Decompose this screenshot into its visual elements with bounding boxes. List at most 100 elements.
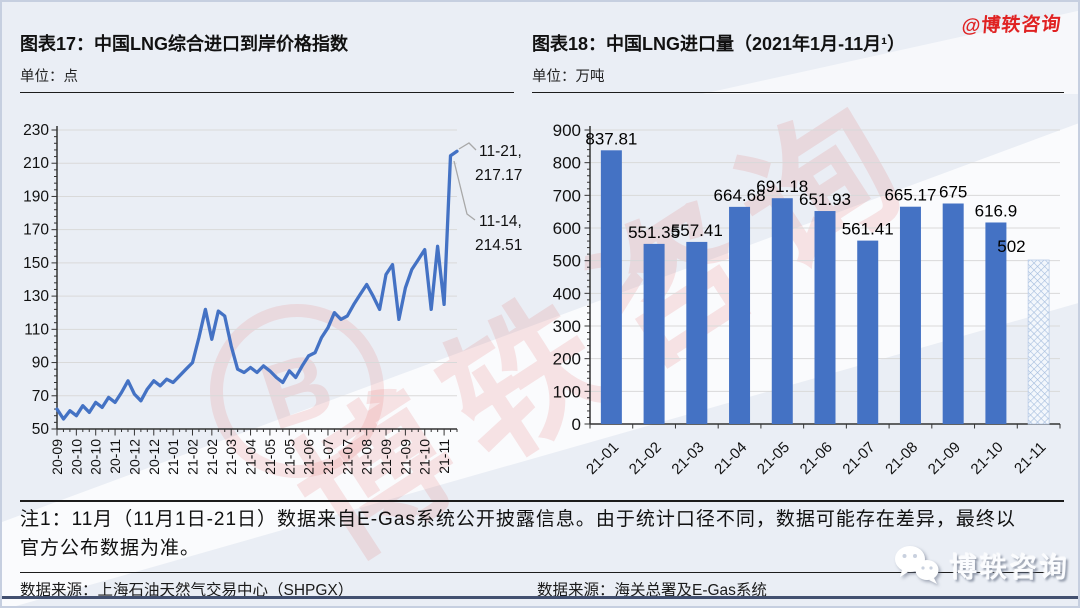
line-chart-gridlines <box>57 129 457 430</box>
svg-text:100: 100 <box>553 382 581 401</box>
svg-text:21-04: 21-04 <box>243 439 259 475</box>
svg-text:21-08: 21-08 <box>359 439 375 475</box>
line-chart-axes <box>51 126 458 436</box>
svg-text:500: 500 <box>553 252 581 271</box>
wechat-icon <box>895 546 939 584</box>
svg-text:21-03: 21-03 <box>223 439 239 475</box>
right-header-rule <box>532 92 1064 93</box>
bar-21-02 <box>643 243 665 424</box>
svg-text:110: 110 <box>24 321 49 338</box>
bar-21-05 <box>771 198 793 424</box>
bar-21-03 <box>686 241 708 424</box>
right-chart-title: 图表18：中国LNG进口量（2021年1月-11月¹） <box>532 34 906 54</box>
wechat-badge-label: 博轶咨询 <box>950 552 1070 583</box>
wechat-badge: 博轶咨询 <box>892 544 1070 586</box>
svg-text:664.68: 664.68 <box>714 186 766 205</box>
svg-text:21-05: 21-05 <box>754 439 793 478</box>
svg-text:21-01: 21-01 <box>165 439 181 475</box>
svg-text:400: 400 <box>553 284 581 303</box>
svg-text:70: 70 <box>32 388 50 405</box>
bar-21-01 <box>600 150 622 424</box>
svg-text:217.17: 217.17 <box>475 167 522 184</box>
svg-text:502: 502 <box>997 237 1025 256</box>
svg-text:21-02: 21-02 <box>184 439 200 475</box>
svg-text:651.93: 651.93 <box>799 190 851 209</box>
svg-text:200: 200 <box>553 350 581 369</box>
svg-text:837.81: 837.81 <box>585 129 637 148</box>
svg-text:20-10: 20-10 <box>68 439 84 475</box>
svg-text:21-02: 21-02 <box>204 439 220 475</box>
svg-text:21-09: 21-09 <box>397 439 413 475</box>
svg-text:551.35: 551.35 <box>628 223 680 242</box>
bar-21-09 <box>942 203 964 424</box>
svg-text:557.41: 557.41 <box>671 221 723 240</box>
svg-text:170: 170 <box>23 222 49 239</box>
svg-text:21-05: 21-05 <box>262 439 278 475</box>
source-left: 数据来源：上海石油天然气交易中心（SHPGX） <box>20 582 354 599</box>
svg-text:21-01: 21-01 <box>583 439 622 478</box>
note-top-rule <box>20 500 1064 502</box>
svg-text:20-12: 20-12 <box>126 439 142 475</box>
bottom-border-line <box>2 596 1078 599</box>
svg-text:616.9: 616.9 <box>975 201 1018 220</box>
bar-21-04 <box>729 206 751 424</box>
svg-text:300: 300 <box>553 317 581 336</box>
svg-text:21-02: 21-02 <box>626 439 665 478</box>
svg-text:11-21,: 11-21, <box>479 143 522 160</box>
svg-text:20-09: 20-09 <box>49 439 65 475</box>
svg-text:21-11: 21-11 <box>1011 439 1049 477</box>
svg-text:21-10: 21-10 <box>417 439 433 475</box>
svg-text:130: 130 <box>23 288 49 305</box>
svg-text:20-11: 20-11 <box>107 439 123 474</box>
price-index-series-line <box>55 149 459 421</box>
left-chart-unit: 单位：点 <box>20 69 78 85</box>
svg-text:21-04: 21-04 <box>711 439 750 478</box>
svg-text:50: 50 <box>32 421 50 438</box>
source-right: 数据来源：海关总署及E-Gas系统 <box>537 582 767 599</box>
svg-text:21-07: 21-07 <box>839 439 878 478</box>
svg-text:561.41: 561.41 <box>842 220 894 239</box>
svg-text:21-06: 21-06 <box>301 439 317 475</box>
footnote: 注1：11月（11月1日-21日）数据来自E-Gas系统公开披露信息。由于统计口… <box>20 509 1016 559</box>
svg-text:214.51: 214.51 <box>475 237 522 254</box>
svg-text:21-05: 21-05 <box>281 439 297 475</box>
right-chart-unit: 单位：万吨 <box>532 69 605 85</box>
bar-21-06 <box>814 211 836 424</box>
svg-text:150: 150 <box>23 255 49 272</box>
svg-text:21-06: 21-06 <box>797 439 836 478</box>
left-header-rule <box>20 92 514 93</box>
bar-21-07 <box>857 240 879 424</box>
left-chart-title: 图表17：中国LNG综合进口到岸价格指数 <box>20 34 349 54</box>
svg-text:700: 700 <box>553 186 581 205</box>
svg-text:21-11: 21-11 <box>436 439 452 474</box>
bar-21-11 <box>1027 259 1050 425</box>
svg-text:0: 0 <box>572 415 581 434</box>
svg-text:90: 90 <box>32 355 50 372</box>
svg-text:21-07: 21-07 <box>320 439 336 475</box>
svg-text:20-10: 20-10 <box>88 439 104 475</box>
line-chart-x-labels: 20-09 20-10 20-10 20-11 20-12 20-12 21-01 21-02… <box>49 439 452 475</box>
svg-text:900: 900 <box>553 121 581 140</box>
svg-text:21-08: 21-08 <box>882 439 921 478</box>
sources-top-rule <box>20 572 1064 573</box>
right-figure-header: 图表18：中国LNG进口量（2021年1月-11月¹） 单位：万吨 <box>532 32 1064 86</box>
svg-text:800: 800 <box>553 154 581 173</box>
svg-text:21-03: 21-03 <box>668 439 707 478</box>
line-chart-y-labels: 50 70 90 110 130 150 170 190 210 230 <box>23 122 49 438</box>
line-chart-annotations: 11-21, 217.17 11-14, 214.51 <box>453 142 522 254</box>
bar-chart-x-labels: 21-01 21-02 21-03 21-04 21-05 21-06 21-07 21-08… <box>583 439 1049 478</box>
svg-text:210: 210 <box>23 155 49 172</box>
lng-import-volume-bar-chart: 0 100 200 300 400 500 600 700 800 900 837.81 551.35… <box>553 121 1061 478</box>
bar-21-08 <box>899 206 921 424</box>
svg-text:665.17: 665.17 <box>884 186 936 205</box>
svg-text:190: 190 <box>23 188 49 205</box>
svg-text:11-14,: 11-14, <box>479 213 522 230</box>
bar-chart-y-labels: 0 100 200 300 400 500 600 700 800 900 <box>553 121 581 434</box>
svg-text:21-07: 21-07 <box>339 439 355 475</box>
svg-text:21-09: 21-09 <box>925 439 964 478</box>
left-figure-header: 图表17：中国LNG综合进口到岸价格指数 单位：点 <box>20 32 514 86</box>
svg-text:691.18: 691.18 <box>756 177 808 196</box>
